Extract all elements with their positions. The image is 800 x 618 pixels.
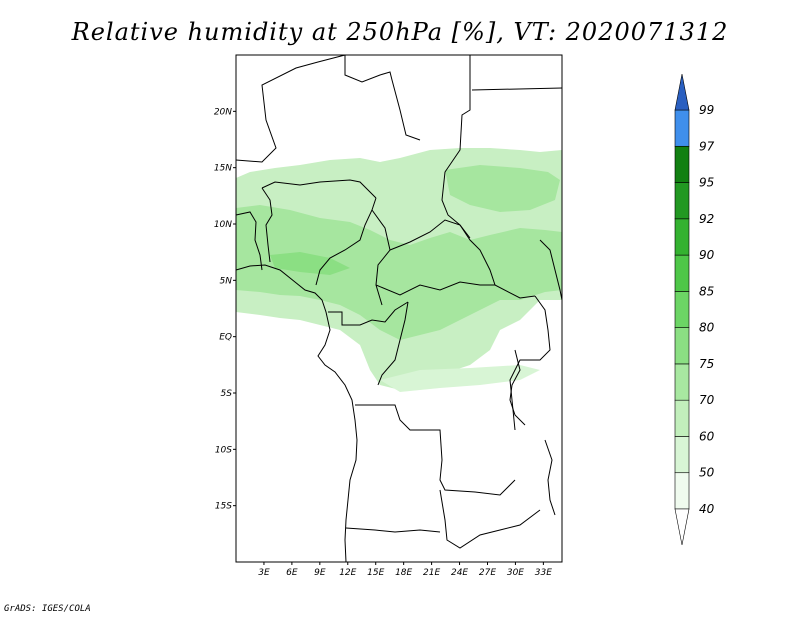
border-north-1 [235,54,346,163]
lon-tick-label: 24E [451,568,468,578]
colorbar-segment [674,399,690,437]
grads-credit: GrADS: IGES/COLA [4,604,91,614]
border-cameroon-car [371,209,391,306]
lat-tick-label: 10S [215,445,232,455]
colorbar-segment [674,109,690,147]
lat-tick-label: 20N [214,107,232,117]
border-niger-nigeria [261,179,377,199]
chart-title: Relative humidity at 250hPa [%], VT: 202… [71,18,729,46]
colorbar-bottom-triangle [674,508,690,546]
humidity-region-south-streak [380,365,540,392]
lon-tick-label: 18E [395,568,412,578]
colorbar-label: 60 [699,429,715,443]
border-east-2 [539,239,563,301]
border-chad-sudan [441,55,471,239]
border-north-2 [344,55,421,141]
colorbar-label: 50 [699,466,715,480]
colorbar-segment [674,218,690,256]
lat-tick-label: 15S [215,502,232,512]
colorbar-label: 90 [699,248,715,262]
latitude-axis: 20N 15N 10N 5N EQ 5S 10S 15S [214,107,236,512]
border-egypt [471,87,563,91]
colorbar-label: 95 [699,176,714,190]
coastline-west-africa [235,264,358,563]
lon-tick-label: 3E [258,568,270,578]
lat-tick-label: 15N [214,164,232,174]
colorbar-segment [674,327,690,365]
lake-east [509,349,526,426]
lat-tick-label: 5N [220,276,233,286]
border-west-1 [235,211,263,271]
border-car-drc [375,281,536,299]
colorbar-segment [674,291,690,328]
colorbar-label: 40 [699,502,715,516]
lon-tick-label: 12E [339,568,356,578]
colorbar-segment [674,472,690,510]
colorbar-segment [674,182,690,220]
humidity-shading [236,148,562,392]
humidity-region-core [270,252,350,275]
lat-tick-label: EQ [219,333,232,343]
colorbar-segment [674,254,690,292]
lon-tick-label: 30E [507,568,524,578]
country-borders [235,54,563,563]
lake-south [544,439,556,516]
lon-tick-label: 9E [314,568,326,578]
colorbar: 40 50 60 70 75 80 85 90 92 95 97 99 [674,73,715,546]
humidity-region-inner [236,205,562,340]
border-west-2 [261,187,273,263]
lon-tick-label: 6E [286,568,298,578]
colorbar-label: 85 [699,284,714,298]
map-frame [235,54,563,563]
lon-tick-label: 33E [535,568,552,578]
colorbar-segment [674,436,690,474]
border-angola-south [345,527,441,533]
border-nigeria-cameroon [315,197,377,286]
humidity-region-north-east [445,165,560,212]
lat-tick-label: 5S [221,389,233,399]
colorbar-label: 97 [699,139,715,153]
colorbar-label: 80 [699,321,715,335]
border-congo-drc [377,301,409,386]
colorbar-segment [674,363,690,401]
border-zambia [439,489,541,549]
border-congo [328,301,409,326]
border-angola [355,404,516,496]
colorbar-top-triangle [674,73,690,111]
colorbar-label: 92 [699,212,714,226]
colorbar-label: 70 [699,393,715,407]
border-car-north [389,219,496,286]
colorbar-label: 75 [699,357,714,371]
colorbar-segment [674,145,690,183]
lat-tick-label: 10N [214,220,232,230]
lon-tick-label: 15E [367,568,384,578]
lon-tick-label: 27E [479,568,496,578]
colorbar-label: 99 [699,103,714,117]
lon-tick-label: 21E [423,568,440,578]
longitude-axis: 3E 6E 9E 12E 15E 18E 21E 24E 27E 30E 33E [258,562,552,578]
